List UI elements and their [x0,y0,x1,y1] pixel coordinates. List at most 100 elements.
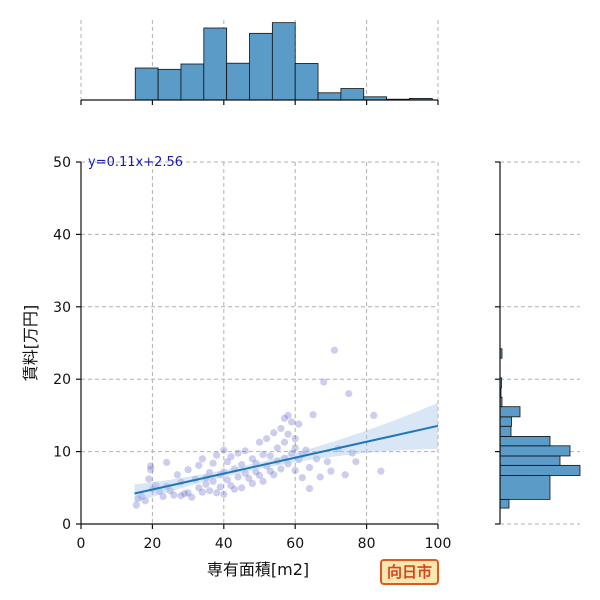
right-histogram-bar [499,464,581,476]
scatter-point [266,452,274,460]
y-axis-label: 賃料[万円] [21,305,40,382]
scatter-point [195,484,203,492]
top-histogram [80,20,439,105]
scatter-point [255,471,264,480]
scatter-point [223,476,231,484]
scatter-point [270,429,278,437]
scatter-point [159,492,167,501]
right-histogram-bar [499,416,512,427]
y-axis-ticks: 0 10 20 30 40 50 [53,155,81,533]
right-histogram-bar [499,406,521,418]
right-histogram [495,161,581,525]
scatter-point [277,465,285,473]
scatter-point [184,489,192,497]
regression-equation: y=0.11x+2.56 [88,155,183,170]
scatter-point [288,449,296,457]
scatter-point [145,475,153,483]
scatter-point [302,446,310,454]
scatter-point [284,430,292,438]
scatter-point [259,477,267,485]
scatter-point [252,459,260,467]
top-histogram-bars [134,22,433,101]
right-histogram-bar [499,425,512,437]
scatter-point [155,487,164,496]
scatter-point [252,468,260,476]
scatter-point [284,411,292,419]
city-badge: 向日市 [380,559,440,585]
scatter-point [205,468,214,477]
right-histogram-ticks [495,161,500,525]
scatter-point [220,490,228,498]
scatter-point [184,466,192,474]
y-tick-label: 40 [53,227,71,243]
scatter-point [202,480,210,488]
scatter-point [216,483,224,491]
x-tick-label: 80 [358,536,376,552]
scatter-point [170,491,178,499]
y-tick-label: 0 [62,517,71,533]
scatter-point [177,492,185,500]
scatter-point [341,471,349,479]
scatter-point [147,462,155,470]
top-histogram-bar [226,62,250,101]
top-histogram-bar [249,32,273,101]
scatter-point [166,487,174,495]
scatter-point [273,444,281,452]
scatter-point [188,493,196,501]
scatter-point [227,482,235,490]
scatter-point [134,495,142,503]
scatter-point [270,471,278,479]
scatter-point [263,434,271,443]
top-histogram-bar [340,88,365,101]
scatter-point [327,467,335,475]
scatter-point [284,460,292,468]
y-tick-label: 30 [53,300,71,316]
scatter-point [291,444,299,452]
main-grid [80,161,439,525]
regression-line [134,424,439,495]
top-histogram-bar [317,92,342,101]
scatter-point [213,451,221,459]
scatter-point [209,459,217,467]
right-histogram-bar [499,445,571,457]
scatter-point [248,479,256,488]
scatter-point [132,501,140,509]
scatter-point [180,489,189,498]
scatter-point [298,474,306,482]
scatter-point [377,467,385,475]
scatter-point [320,378,328,386]
scatter-point [238,461,246,469]
scatter-point [234,449,242,457]
scatter-point [345,390,353,398]
scatter-point [288,418,296,426]
top-histogram-bar [157,68,182,101]
x-tick-label: 40 [215,536,233,552]
scatter-point [205,487,214,495]
y-tick-label: 50 [53,155,71,171]
right-histogram-bar [499,455,561,466]
right-histogram-bar [499,498,510,509]
scatter-point [277,424,285,433]
x-tick-label: 20 [143,536,161,552]
scatter-point [313,455,321,463]
scatter-point [323,458,331,466]
scatter-point [370,411,378,419]
x-tick-label: 100 [425,536,452,552]
scatter-point [291,434,299,443]
scatter-point [198,488,206,496]
top-histogram-bar [294,63,319,101]
scatter-point [280,414,289,422]
x-tick-label: 60 [286,536,304,552]
x-axis-label: 専有面積[m2] [207,560,309,579]
top-histogram-bar [180,63,205,101]
scatter-point [223,458,231,466]
scatter-point [309,411,317,419]
scatter-point [245,474,253,482]
scatter-point [330,346,339,354]
y-tick-label: 10 [53,445,71,461]
scatter-point [259,450,267,459]
scatter-point [238,484,246,492]
top-histogram-bar [271,22,296,101]
scatter-point [305,463,314,472]
